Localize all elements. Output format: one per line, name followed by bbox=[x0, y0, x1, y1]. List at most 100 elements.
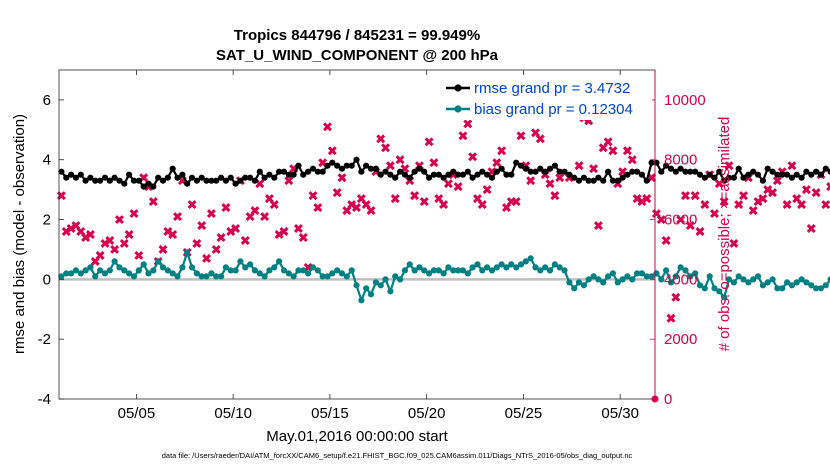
obs-marker-stroke bbox=[801, 185, 811, 195]
rmse-point bbox=[256, 168, 263, 175]
obs-marker bbox=[390, 194, 400, 204]
bias-point bbox=[353, 282, 360, 289]
bias-point bbox=[808, 282, 815, 289]
bias-point bbox=[227, 267, 234, 274]
rmse-point bbox=[440, 174, 447, 181]
obs-marker-stroke bbox=[545, 179, 555, 189]
obs-marker bbox=[424, 137, 434, 147]
bias-point bbox=[537, 267, 544, 274]
obs-marker-stroke bbox=[666, 313, 676, 323]
obs-marker bbox=[298, 233, 308, 242]
bias-point bbox=[416, 264, 423, 271]
bias-point bbox=[672, 273, 679, 280]
obs-marker-stroke bbox=[318, 158, 328, 168]
bias-point bbox=[135, 267, 142, 274]
bias-point bbox=[687, 273, 694, 280]
bias-point bbox=[556, 264, 563, 271]
obs-marker bbox=[240, 236, 250, 245]
rmse-point bbox=[658, 168, 665, 175]
bias-point bbox=[382, 276, 389, 283]
bias-point bbox=[324, 273, 331, 280]
obs-marker bbox=[661, 236, 671, 245]
obs-marker bbox=[119, 239, 129, 248]
obs-marker-stroke bbox=[192, 239, 202, 248]
bias-point bbox=[213, 273, 220, 280]
bias-point bbox=[285, 270, 292, 277]
rmse-point bbox=[324, 162, 331, 169]
obs-marker bbox=[671, 292, 681, 302]
rmse-point bbox=[140, 183, 147, 190]
obs-marker-stroke bbox=[327, 146, 337, 156]
bias-point bbox=[445, 264, 452, 271]
bias-point bbox=[735, 273, 742, 280]
bias-point bbox=[184, 249, 191, 256]
bias-point bbox=[421, 267, 428, 274]
obs-marker-stroke bbox=[719, 197, 729, 207]
bias-point bbox=[522, 258, 529, 265]
bias-point bbox=[784, 279, 791, 286]
rmse-point bbox=[629, 168, 636, 175]
obs-marker-stroke bbox=[700, 200, 710, 210]
rmse-point bbox=[309, 165, 317, 172]
bias-point bbox=[590, 273, 597, 280]
obs-marker bbox=[739, 191, 748, 201]
obs-marker-stroke bbox=[468, 152, 478, 162]
rmse-point bbox=[290, 171, 297, 178]
rmse-point bbox=[590, 177, 597, 184]
obs-marker bbox=[250, 206, 260, 216]
rmse-point bbox=[363, 162, 370, 169]
bias-point bbox=[363, 285, 370, 292]
rmse-point bbox=[522, 165, 529, 172]
obs-marker bbox=[124, 230, 134, 239]
x-tick-label: 05/20 bbox=[408, 405, 446, 422]
obs-marker bbox=[622, 146, 632, 156]
obs-marker-stroke bbox=[651, 209, 661, 219]
x-tick-label: 05/30 bbox=[601, 405, 639, 422]
rmse-point bbox=[803, 168, 810, 175]
obs-marker-stroke bbox=[685, 221, 695, 230]
bias-point bbox=[121, 267, 128, 274]
obs-marker-stroke bbox=[782, 200, 792, 210]
legend-bias-label: bias grand pr = 0.12304 bbox=[474, 101, 633, 118]
obs-marker-stroke bbox=[443, 179, 453, 189]
rmse-point bbox=[817, 171, 825, 178]
chart-title-line2: SAT_U_WIND_COMPONENT @ 200 hPa bbox=[216, 47, 499, 64]
rmse-series bbox=[58, 156, 830, 190]
rmse-point bbox=[503, 171, 510, 178]
obs-marker bbox=[710, 209, 719, 219]
rmse-point bbox=[735, 165, 742, 172]
obs-marker bbox=[105, 236, 115, 245]
obs-marker bbox=[332, 188, 342, 198]
rmse-point bbox=[121, 180, 128, 187]
rmse-point bbox=[648, 159, 655, 166]
bias-point bbox=[242, 264, 249, 271]
rmse-point bbox=[643, 177, 650, 184]
rmse-point bbox=[624, 171, 631, 178]
bias-series bbox=[58, 248, 830, 304]
bias-point bbox=[527, 255, 534, 262]
obs-marker bbox=[352, 203, 361, 213]
bias-point bbox=[754, 273, 762, 280]
bias-point bbox=[261, 273, 268, 280]
legend-rmse-marker bbox=[454, 84, 462, 92]
x-axis: 05/05 05/10 05/15 05/20 05/25 05/30 bbox=[118, 70, 639, 422]
rmse-point bbox=[251, 177, 258, 184]
rmse-point bbox=[508, 171, 515, 178]
obs-marker bbox=[797, 200, 807, 210]
obs-marker bbox=[269, 200, 279, 210]
rmse-point bbox=[116, 177, 123, 184]
obs-marker bbox=[748, 206, 758, 216]
rmse-point bbox=[343, 162, 350, 169]
rmse-point bbox=[605, 168, 612, 175]
rmse-point bbox=[430, 171, 437, 178]
rmse-point bbox=[464, 168, 471, 175]
bias-point bbox=[464, 270, 471, 277]
bias-point bbox=[793, 279, 800, 286]
obs-marker-stroke bbox=[463, 119, 473, 129]
obs-marker-stroke bbox=[429, 158, 439, 168]
bias-point bbox=[532, 264, 539, 271]
obs-marker-stroke bbox=[279, 227, 289, 236]
obs-marker bbox=[690, 191, 700, 201]
bias-point bbox=[367, 291, 375, 298]
rmse-point bbox=[372, 165, 379, 172]
